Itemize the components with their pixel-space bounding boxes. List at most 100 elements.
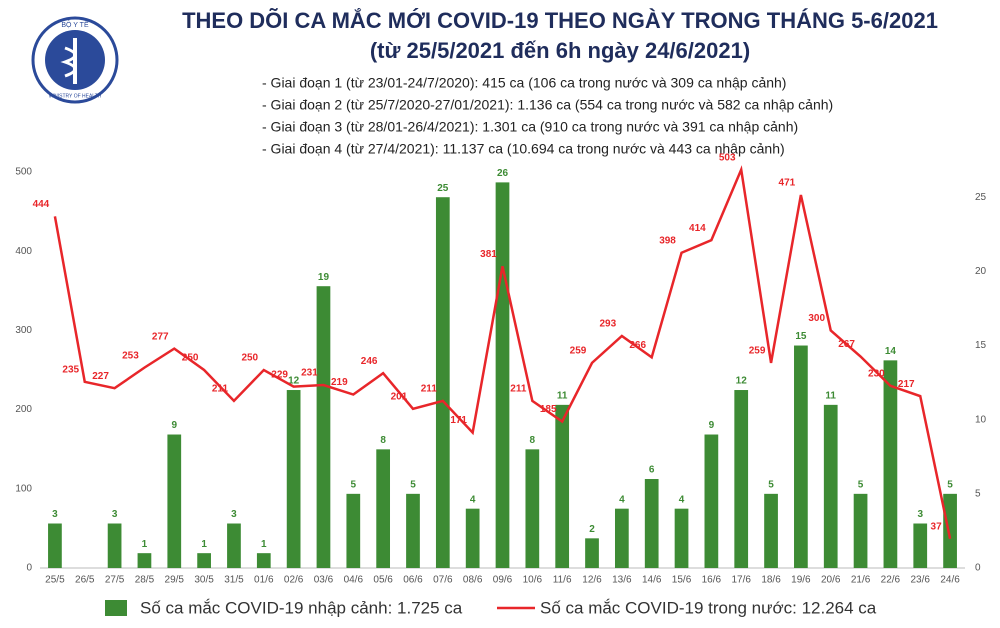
bar-label: 9 bbox=[709, 420, 715, 431]
x-tick-label: 30/5 bbox=[194, 575, 214, 586]
y2-tick-label: 0 bbox=[975, 563, 981, 574]
bar-label: 5 bbox=[858, 479, 864, 490]
x-tick-label: 23/6 bbox=[911, 575, 931, 586]
bar bbox=[614, 508, 629, 568]
bar-label: 9 bbox=[171, 420, 177, 431]
subtitle: (từ 25/5/2021 đến 6h ngày 24/6/2021) bbox=[370, 38, 750, 63]
line-label: 250 bbox=[241, 353, 258, 364]
line-label: 217 bbox=[898, 379, 915, 390]
bar bbox=[823, 404, 838, 568]
bar bbox=[107, 523, 122, 568]
bar-label: 5 bbox=[410, 479, 416, 490]
line-label: 414 bbox=[689, 223, 706, 234]
bar bbox=[286, 390, 301, 568]
x-tick-label: 07/6 bbox=[433, 575, 453, 586]
bar-label: 11 bbox=[825, 390, 836, 401]
y2-tick-label: 5 bbox=[975, 488, 981, 499]
line-label: 185 bbox=[540, 404, 557, 415]
bar-label: 8 bbox=[380, 435, 386, 446]
line-label: 267 bbox=[838, 339, 855, 350]
bar bbox=[256, 553, 271, 568]
bar-label: 11 bbox=[557, 390, 568, 401]
x-tick-label: 17/6 bbox=[731, 575, 751, 586]
line-label: 266 bbox=[629, 340, 646, 351]
bar bbox=[495, 182, 510, 568]
bar-label: 4 bbox=[619, 494, 625, 505]
y2-tick-label: 25 bbox=[975, 192, 987, 203]
line-label: 246 bbox=[361, 356, 378, 367]
bar bbox=[465, 508, 480, 568]
legend-label: Số ca mắc COVID-19 trong nước: 12.264 ca bbox=[540, 598, 877, 617]
bar bbox=[48, 523, 62, 568]
x-tick-label: 28/5 bbox=[135, 575, 155, 586]
bar-label: 2 bbox=[589, 524, 595, 535]
x-tick-label: 13/6 bbox=[612, 575, 632, 586]
y2-tick-label: 15 bbox=[975, 340, 987, 351]
bar-label: 14 bbox=[885, 346, 897, 357]
bar bbox=[137, 553, 152, 568]
bar-label: 3 bbox=[917, 509, 923, 520]
y2-tick-label: 20 bbox=[975, 266, 987, 277]
x-tick-label: 12/6 bbox=[582, 575, 602, 586]
bar bbox=[435, 197, 450, 568]
x-tick-label: 03/6 bbox=[314, 575, 334, 586]
line-label: 227 bbox=[92, 371, 109, 382]
line-label: 231 bbox=[301, 368, 318, 379]
line-label: 219 bbox=[331, 377, 348, 388]
bar-label: 5 bbox=[768, 479, 774, 490]
line-label: 211 bbox=[212, 384, 229, 395]
line-label: 293 bbox=[600, 319, 617, 330]
bar bbox=[167, 434, 182, 568]
bar-label: 3 bbox=[112, 509, 118, 520]
logo: BỘ Y TẾ MINISTRY OF HEALTH bbox=[31, 16, 119, 104]
x-tick-label: 01/6 bbox=[254, 575, 274, 586]
bar bbox=[853, 493, 868, 568]
line-label: 259 bbox=[570, 346, 587, 357]
bar bbox=[883, 360, 898, 568]
x-tick-label: 15/6 bbox=[672, 575, 692, 586]
y-tick-label: 500 bbox=[15, 167, 32, 178]
logo-top: BỘ Y TẾ bbox=[61, 19, 89, 29]
y-tick-label: 400 bbox=[15, 246, 32, 257]
x-tick-label: 25/5 bbox=[45, 575, 65, 586]
bar bbox=[644, 479, 659, 568]
note: - Giai đoạn 1 (từ 23/01-24/7/2020): 415 … bbox=[262, 75, 786, 91]
bar-label: 1 bbox=[201, 539, 207, 550]
line-label: 211 bbox=[421, 384, 438, 395]
logo-bottom: MINISTRY OF HEALTH bbox=[49, 93, 102, 99]
bar-label: 15 bbox=[795, 331, 807, 342]
x-tick-label: 29/5 bbox=[165, 575, 185, 586]
x-tick-label: 10/6 bbox=[523, 575, 543, 586]
bar-label: 25 bbox=[437, 183, 449, 194]
bar bbox=[913, 523, 928, 568]
y-tick-label: 100 bbox=[15, 483, 32, 494]
bar-label: 12 bbox=[736, 376, 748, 387]
bar bbox=[734, 390, 749, 568]
title: THEO DÕI CA MẮC MỚI COVID-19 THEO NGÀY T… bbox=[182, 8, 938, 33]
x-tick-label: 06/6 bbox=[403, 575, 423, 586]
note: - Giai đoạn 3 (từ 28/01-26/4/2021): 1.30… bbox=[262, 119, 798, 135]
x-tick-label: 27/5 bbox=[105, 575, 125, 586]
line-label: 444 bbox=[33, 199, 50, 210]
bar bbox=[943, 493, 957, 568]
bar bbox=[227, 523, 241, 568]
bar-label: 19 bbox=[318, 272, 330, 283]
x-tick-label: 18/6 bbox=[761, 575, 781, 586]
bar-label: 5 bbox=[351, 479, 357, 490]
line-label: 229 bbox=[271, 369, 288, 380]
bar-label: 1 bbox=[142, 539, 148, 550]
bar bbox=[704, 434, 719, 568]
bar-label: 5 bbox=[947, 479, 953, 490]
line-label: 253 bbox=[122, 350, 139, 361]
note: - Giai đoạn 2 (từ 25/7/2020-27/01/2021):… bbox=[262, 97, 833, 113]
line-label: 381 bbox=[480, 249, 497, 260]
x-tick-label: 22/6 bbox=[881, 575, 901, 586]
line-label: 211 bbox=[510, 384, 527, 395]
x-tick-label: 09/6 bbox=[493, 575, 513, 586]
x-tick-label: 24/6 bbox=[940, 575, 960, 586]
line bbox=[53, 165, 952, 539]
line-label: 503 bbox=[719, 152, 736, 163]
bar-label: 4 bbox=[470, 494, 476, 505]
x-tick-label: 26/5 bbox=[75, 575, 95, 586]
